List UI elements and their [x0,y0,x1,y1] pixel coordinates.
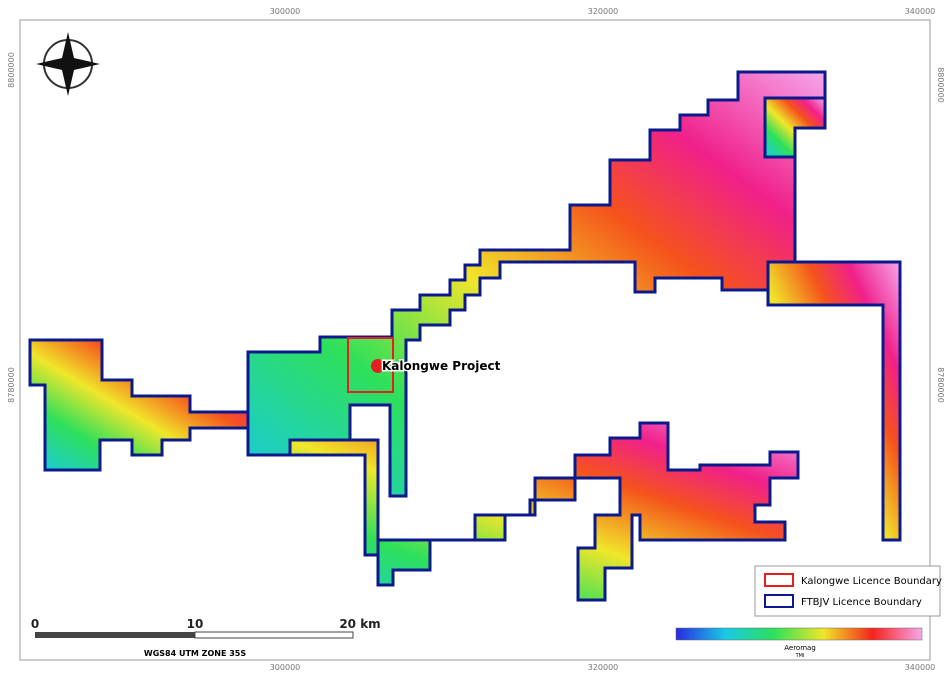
grid-label: 8800000 [936,67,945,103]
legend-label: FTBJV Licence Boundary [801,597,922,608]
colorbar-subtitle: TMI [795,653,805,659]
scale-label: 0 [31,617,39,631]
grid-label: 320000 [588,663,619,672]
scale-label: 10 [187,617,204,631]
scale-label: 20 km [339,617,380,631]
grid-label: 300000 [270,663,301,672]
grid-label: 8780000 [936,367,945,403]
projection-label: WGS84 UTM ZONE 35S [144,649,246,658]
grid-label: 8780000 [7,367,16,403]
project-label: Kalongwe Project [382,359,501,373]
grid-label: 320000 [588,7,619,16]
grid-label: 340000 [905,7,936,16]
scale-bar: 0 10 20 km WGS84 UTM ZONE 35S [31,617,381,658]
kalongwe-boundary [347,337,394,393]
colorbar-title: Aeromag [784,644,816,652]
legend: Kalongwe Licence Boundary FTBJV Licence … [754,565,942,617]
north-arrow [36,32,100,96]
grid-label: 300000 [270,7,301,16]
grid-label: 8800000 [7,52,16,88]
grid-label: 340000 [905,663,936,672]
colorbar: Aeromag TMI [675,627,923,659]
project-marker [371,359,385,373]
legend-label: Kalongwe Licence Boundary [801,576,942,587]
